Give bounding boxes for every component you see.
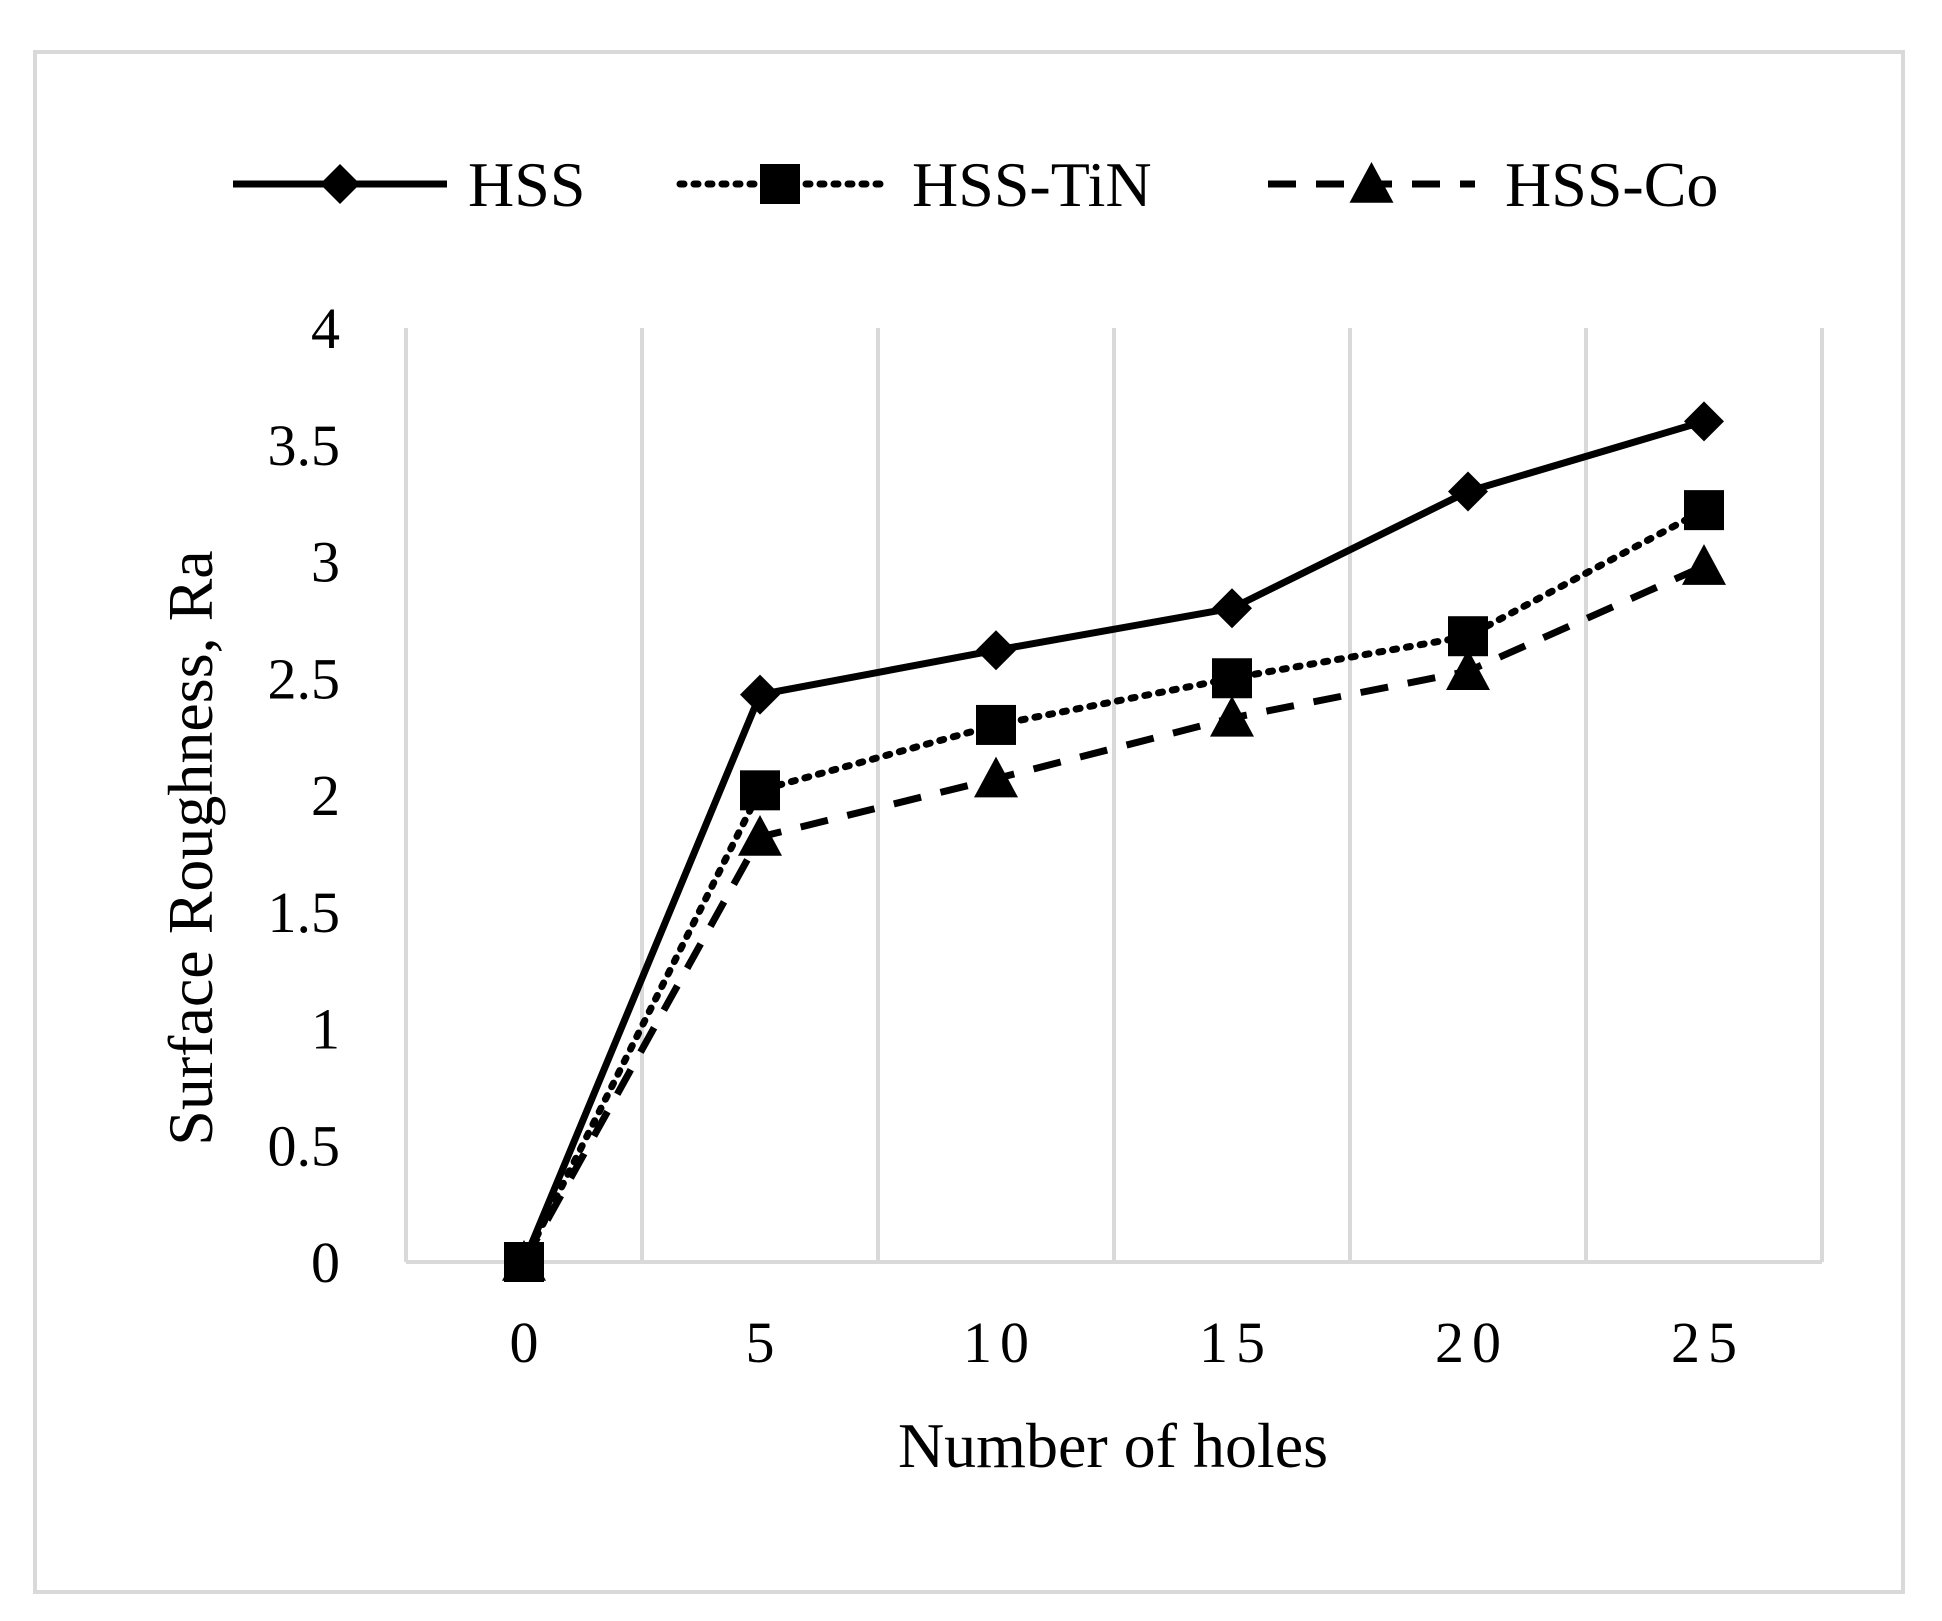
data-point-triangle [974,756,1018,798]
series-line [520,418,1705,1264]
data-point-diamond [976,630,1016,671]
y-axis-title: Surface Roughness, Ra [155,550,226,1145]
y-tick-label: 2 [311,763,340,828]
y-tick-label: 3.5 [268,413,341,478]
x-axis-title: Number of holes [898,1410,1328,1481]
x-tick-label: 0 [510,1310,547,1375]
x-tick-label: 25 [1671,1310,1745,1375]
chart-frame [33,50,1905,1594]
legend-marker-triangle [1349,162,1394,203]
data-point-square [1448,616,1488,657]
series-hss [504,401,1724,1282]
data-point-diamond [740,674,780,715]
series-layer [502,401,1726,1282]
x-tick-label: 5 [746,1310,783,1375]
grid-layer [404,328,1824,1262]
legend-label: HSS-Co [1505,149,1718,220]
data-point-square [976,704,1016,745]
legend-marker-diamond [320,164,360,204]
y-tick-label: 4 [311,296,340,361]
data-point-diamond [1684,401,1724,442]
y-tick-label: 1.5 [268,880,341,945]
series-line [520,562,1706,1264]
y-tick-label: 0.5 [268,1113,341,1178]
legend-item-hss-tin: HSS-TiN [676,149,1152,220]
legend-label: HSS [468,149,585,220]
data-point-triangle [1446,649,1490,690]
series-hss-tin [504,490,1724,1282]
legend-label: HSS-TiN [912,149,1152,220]
y-tick-label: 0 [311,1230,340,1295]
y-tick-label: 3 [311,530,340,595]
x-tick-label: 10 [963,1310,1037,1375]
data-point-square [1212,658,1252,699]
legend-item-hss-co: HSS-Co [1268,149,1718,220]
legend: HSS HSS-TiN HSS-Co [233,149,1718,220]
axis-layer: 0 0.5 1 1.5 2 2.5 3 3.5 4 0 5 10 15 20 25 [268,296,1822,1375]
y-tick-label: 2.5 [268,646,341,711]
legend-item-hss: HSS [233,149,585,220]
data-point-triangle [1210,695,1254,737]
series-line [520,506,1708,1266]
y-tick-label: 1 [311,997,340,1062]
data-point-diamond [1212,588,1252,629]
data-point-diamond [504,1242,544,1282]
data-point-triangle [1682,544,1726,585]
legend-marker-square [760,164,800,204]
data-point-diamond [1448,471,1488,512]
data-point-square [740,770,780,811]
data-point-triangle [738,815,782,856]
x-tick-label: 20 [1435,1310,1509,1375]
data-point-square [1684,490,1724,531]
x-tick-label: 15 [1199,1310,1273,1375]
